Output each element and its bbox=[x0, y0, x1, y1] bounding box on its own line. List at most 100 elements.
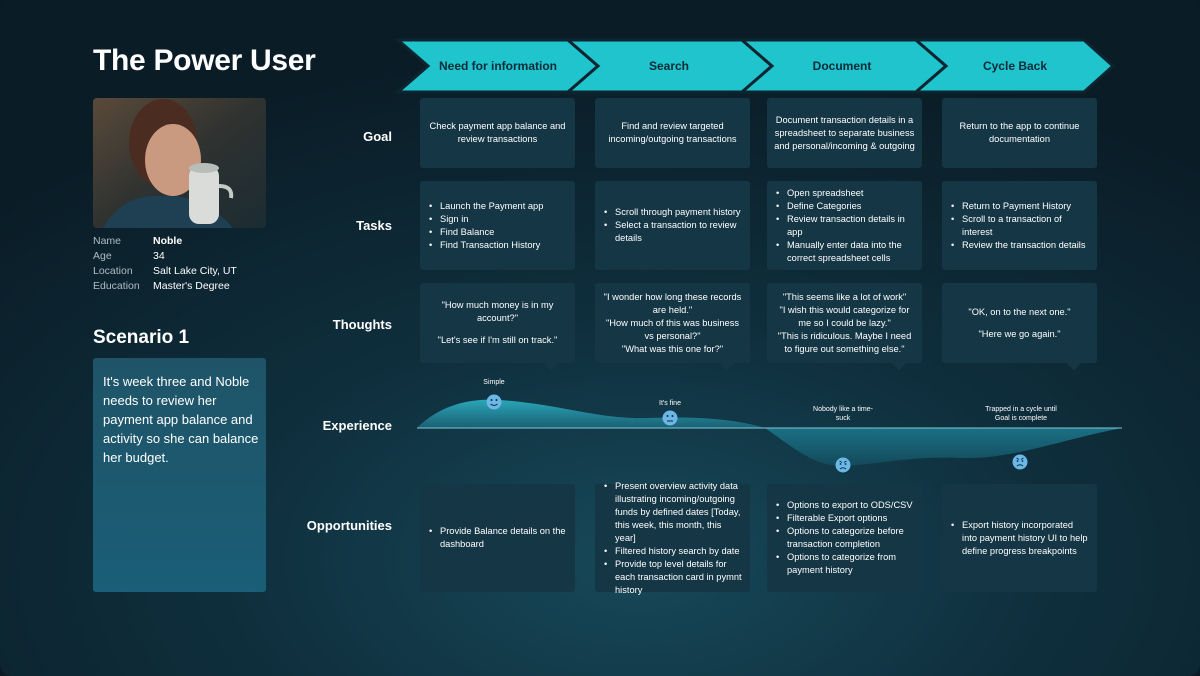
fact-age: Age 34 bbox=[93, 248, 237, 263]
experience-label: Trapped in a cycle until Goal is complet… bbox=[985, 406, 1057, 422]
experience-area-positive bbox=[417, 399, 765, 428]
angry-face-icon bbox=[1012, 454, 1028, 470]
opportunities-card-1: Provide Balance details on the dashboard bbox=[420, 484, 575, 592]
opportunity-item: Options to categorize before transaction… bbox=[776, 525, 914, 551]
task-item: Review the transaction details bbox=[951, 239, 1089, 252]
fact-value: 34 bbox=[153, 249, 165, 262]
row-label-thoughts: Thoughts bbox=[332, 317, 392, 332]
goal-text: Check payment app balance and review tra… bbox=[429, 121, 566, 144]
task-item: Scroll through payment history bbox=[604, 206, 742, 219]
opportunity-item: Provide Balance details on the dashboard bbox=[429, 525, 567, 551]
opportunity-item: Export history incorporated into payment… bbox=[951, 519, 1089, 558]
angry-face-icon bbox=[835, 457, 851, 473]
tasks-card-3: Open spreadsheet Define Categories Revie… bbox=[767, 181, 922, 270]
thought-line: "I wish this would categorize for me so … bbox=[779, 304, 910, 328]
opportunity-list: Provide Balance details on the dashboard bbox=[420, 525, 575, 551]
thought-line: "This seems like a lot of work" bbox=[782, 291, 907, 302]
task-item: Find Balance bbox=[429, 226, 543, 239]
opportunity-item: Options to export to ODS/CSV bbox=[776, 499, 914, 512]
opportunities-card-3: Options to export to ODS/CSV Filterable … bbox=[767, 484, 922, 592]
row-label-experience: Experience bbox=[322, 418, 392, 433]
stage-arrow-4 bbox=[911, 38, 1116, 94]
task-item: Return to Payment History bbox=[951, 200, 1089, 213]
fact-education: Education Master's Degree bbox=[93, 278, 237, 293]
fact-label: Name bbox=[93, 234, 122, 247]
tasks-card-4: Return to Payment History Scroll to a tr… bbox=[942, 181, 1097, 270]
opportunity-item: Provide top level details for each trans… bbox=[604, 558, 742, 597]
task-item: Find Transaction History bbox=[429, 239, 543, 252]
stage-arrows bbox=[393, 38, 1116, 94]
task-item: Select a transaction to review details bbox=[604, 219, 742, 245]
thought-line: "Here we go again." bbox=[978, 328, 1061, 339]
thought-line: "OK, on to the next one." bbox=[968, 306, 1071, 317]
thought-line: "What was this one for?" bbox=[621, 343, 724, 354]
task-list: Return to Payment History Scroll to a tr… bbox=[942, 200, 1097, 252]
persona-photo-illustration bbox=[93, 98, 266, 228]
neutral-face-icon bbox=[662, 410, 678, 426]
thought-bubble-3: "This seems like a lot of work" "I wish … bbox=[767, 283, 922, 363]
persona-photo bbox=[93, 98, 266, 228]
happy-face-icon bbox=[486, 394, 502, 410]
opportunity-item: Filterable Export options bbox=[776, 512, 914, 525]
thought-line: "Let's see if I'm still on track." bbox=[437, 335, 558, 345]
opportunities-card-2: Present overview activity data illustrat… bbox=[595, 480, 750, 595]
stage-label-3: Document bbox=[812, 59, 872, 73]
task-item: Launch the Payment app bbox=[429, 200, 543, 213]
stage-label-2: Search bbox=[648, 59, 690, 73]
fact-label: Age bbox=[93, 249, 112, 262]
scenario-box: It's week three and Noble needs to revie… bbox=[93, 358, 266, 592]
row-label-goal: Goal bbox=[363, 129, 392, 144]
goal-text: Return to the app to continue documentat… bbox=[959, 121, 1080, 144]
stage-label-4: Cycle Back bbox=[982, 59, 1048, 73]
fact-label: Education bbox=[93, 279, 140, 292]
thought-tail bbox=[1067, 363, 1081, 371]
task-item: Manually enter data into the correct spr… bbox=[776, 239, 914, 265]
task-item: Review transaction details in app bbox=[776, 213, 914, 239]
persona-facts: Name Noble Age 34 Location Salt Lake Cit… bbox=[93, 233, 237, 293]
experience-label: It's fine bbox=[659, 400, 681, 407]
goal-text: Find and review targeted incoming/outgoi… bbox=[608, 121, 737, 144]
thought-line: "This is ridiculous. Maybe I need to fig… bbox=[777, 330, 912, 354]
task-item: Define Categories bbox=[776, 200, 914, 213]
fact-label: Location bbox=[93, 264, 133, 277]
goal-card-3: Document transaction details in a spread… bbox=[767, 98, 922, 168]
tasks-card-1: Launch the Payment app Sign in Find Bala… bbox=[420, 181, 575, 270]
thought-line: "I wonder how long these records are hel… bbox=[603, 291, 742, 315]
experience-area-negative bbox=[765, 428, 1122, 467]
task-list: Open spreadsheet Define Categories Revie… bbox=[767, 187, 922, 265]
opportunity-list: Present overview activity data illustrat… bbox=[595, 480, 750, 597]
scenario-heading: Scenario 1 bbox=[93, 327, 190, 348]
fact-name: Name Noble bbox=[93, 233, 237, 248]
fact-value: Noble bbox=[153, 234, 183, 247]
row-label-tasks: Tasks bbox=[356, 218, 392, 233]
fact-location: Location Salt Lake City, UT bbox=[93, 263, 237, 278]
task-item: Open spreadsheet bbox=[776, 187, 914, 200]
task-list: Scroll through payment history Select a … bbox=[595, 206, 750, 245]
thought-tail bbox=[544, 363, 558, 371]
row-label-opportunities: Opportunities bbox=[306, 518, 392, 533]
thought-tail bbox=[720, 363, 734, 371]
thought-tail bbox=[892, 363, 906, 371]
thought-line: "How much money is in my account?" bbox=[441, 300, 554, 323]
goal-card-2: Find and review targeted incoming/outgoi… bbox=[595, 98, 750, 168]
opportunity-list: Options to export to ODS/CSV Filterable … bbox=[767, 499, 922, 577]
opportunities-card-4: Export history incorporated into payment… bbox=[942, 484, 1097, 592]
fact-value: Salt Lake City, UT bbox=[153, 264, 237, 277]
opportunity-list: Export history incorporated into payment… bbox=[942, 519, 1097, 558]
fact-value: Master's Degree bbox=[153, 279, 230, 292]
opportunity-item: Present overview activity data illustrat… bbox=[604, 480, 742, 545]
thought-bubble-4: "OK, on to the next one." "Here we go ag… bbox=[942, 283, 1097, 363]
page-title: The Power User bbox=[93, 44, 316, 77]
stage-label-1: Need for information bbox=[438, 59, 557, 73]
opportunity-item: Options to categorize from payment histo… bbox=[776, 551, 914, 577]
experience-label: Nobody like a time-suck bbox=[813, 406, 873, 422]
opportunity-item: Filtered history search by date bbox=[604, 545, 742, 558]
goal-card-1: Check payment app balance and review tra… bbox=[420, 98, 575, 168]
thought-bubble-1: "How much money is in my account?" "Let'… bbox=[420, 283, 575, 363]
goal-text: Document transaction details in a spread… bbox=[774, 114, 915, 151]
thought-line: "How much of this was business vs person… bbox=[606, 317, 739, 341]
task-list: Launch the Payment app Sign in Find Bala… bbox=[420, 200, 551, 252]
tasks-card-2: Scroll through payment history Select a … bbox=[595, 181, 750, 270]
